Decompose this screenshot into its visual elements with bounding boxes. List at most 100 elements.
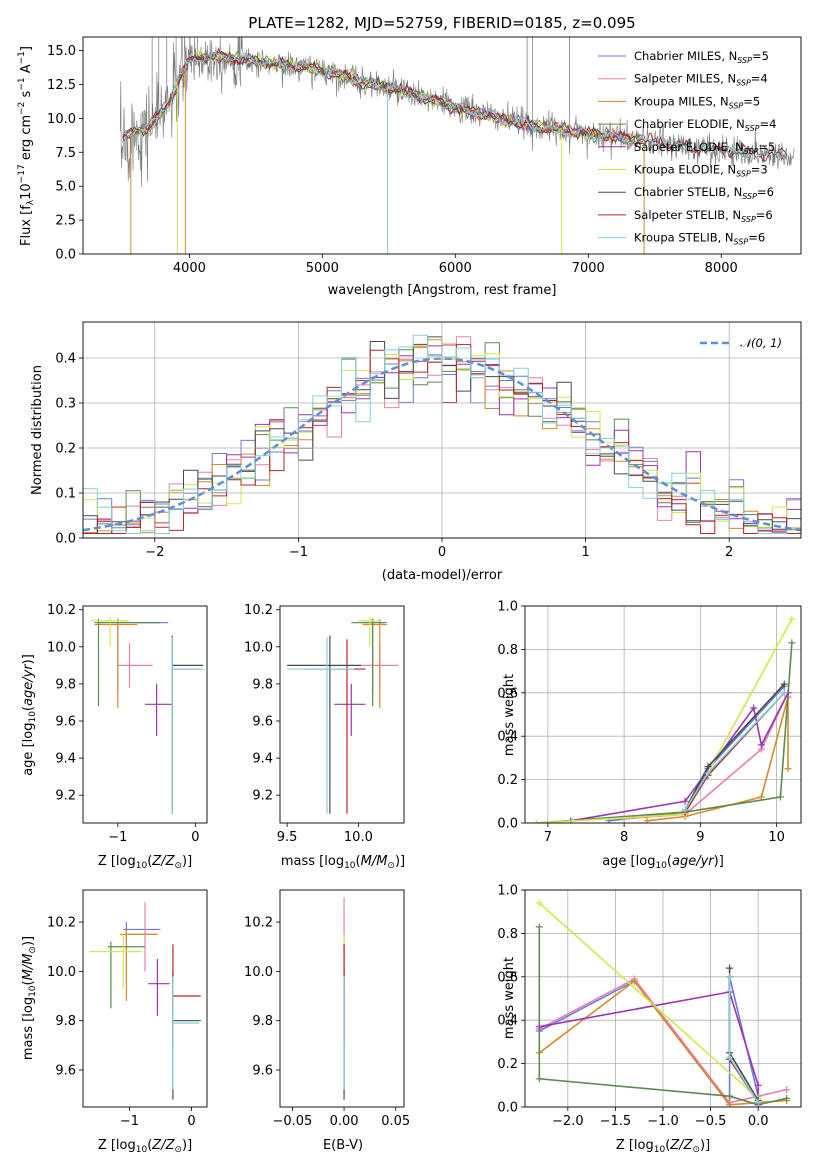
wage-y-tick-label: 0.4 xyxy=(497,730,518,745)
agem-axes: 9.5 10.0 9.2 9.4 9.6 9.8 10.0 10.2 xyxy=(244,603,373,845)
agem-y-tick-label: 9.4 xyxy=(252,752,273,767)
weight-marker xyxy=(704,763,712,771)
agez-y-tick-label: 10.2 xyxy=(47,603,76,618)
spectrum-y-label: Flux [fλ10−17 erg cm−2 s−1 A−1] xyxy=(17,46,36,246)
spectrum-panel: PLATE=1282, MJD=52759, FIBERID=0185, z=0… xyxy=(17,14,795,298)
weight-marker xyxy=(535,899,543,907)
massebv-y-tick-label: 9.6 xyxy=(252,1064,273,1079)
massebv-y-tick-label: 10.0 xyxy=(244,965,273,980)
agem-y-tick-label: 9.2 xyxy=(252,789,273,804)
wz-x-tick-label: −2.0 xyxy=(552,1114,584,1129)
spectrum-x-label: wavelength [Angstrom, rest frame] xyxy=(328,283,557,298)
wz-y-tick-label: 0.8 xyxy=(497,927,518,942)
wz-y-label: mass weight xyxy=(502,957,517,1039)
weight-marker xyxy=(754,1099,762,1107)
spectrum-x-tick-label: 4000 xyxy=(173,261,206,276)
weight-marker xyxy=(643,817,651,823)
weight-vs-age-panel: mass weight age [log10(age/yr)] xyxy=(502,674,724,871)
weight-series-line xyxy=(536,642,793,823)
spectrum-y-tick-label: 2.5 xyxy=(55,214,76,229)
residual-y-tick-label: 0.0 xyxy=(55,532,76,547)
agez-y-tick-label: 9.8 xyxy=(55,677,76,692)
weight-series-line xyxy=(538,902,759,1099)
residual-y-tick-label: 0.1 xyxy=(55,487,76,502)
wz-x-tick-label: 0.0 xyxy=(748,1114,769,1129)
weight-vs-metallicity-panel: mass weight Z [log10(Z/Z⊙)] xyxy=(502,957,710,1155)
agem-x-label: mass [log10(M/M⊙)] xyxy=(281,854,405,871)
wage-lines xyxy=(532,615,796,823)
spectrum-x-tick-label: 6000 xyxy=(439,261,472,276)
agez-frame xyxy=(82,605,208,824)
residual-x-tick-label: −2 xyxy=(145,545,164,560)
weight-marker xyxy=(726,973,734,981)
spectrum-y-tick-label: 0.0 xyxy=(55,248,76,263)
residual-x-tick-label: 2 xyxy=(725,545,733,560)
residual-x-tick-label: 1 xyxy=(581,545,589,560)
massebv-frame xyxy=(279,889,405,1108)
weight-marker xyxy=(783,1086,791,1094)
spectrum-y-tick-label: 5.0 xyxy=(55,180,76,195)
wz-lines xyxy=(535,899,791,1107)
wz-x-tick-label: −1.0 xyxy=(647,1114,679,1129)
massebv-x-label: E(B-V) xyxy=(323,1138,363,1153)
wage-x-tick-label: 10 xyxy=(768,830,785,845)
wz-x-tick-label: −0.5 xyxy=(695,1114,727,1129)
wz-y-tick-label: 0.6 xyxy=(497,970,518,985)
legend-label: Chabrier ELODIE, NSSP=4 xyxy=(634,117,776,133)
legend-label: Chabrier MILES, NSSP=5 xyxy=(634,49,769,65)
massebv-axes: −0.05 0.00 0.05 9.6 9.8 10.0 10.2 xyxy=(244,916,410,1129)
model-spectrum-line xyxy=(122,50,787,162)
massebv-x-tick-label: −0.05 xyxy=(272,1114,312,1129)
wz-x-label: Z [log10(Z/Z⊙)] xyxy=(616,1138,710,1155)
wz-y-tick-label: 0.2 xyxy=(497,1057,518,1072)
spectrum-lines xyxy=(119,37,795,254)
agem-x-tick-label: 10.0 xyxy=(344,830,373,845)
wz-x-tick-label: −1.5 xyxy=(600,1114,632,1129)
massebv-x-tick-label: 0.00 xyxy=(330,1114,359,1129)
wage-x-tick-label: 8 xyxy=(620,830,628,845)
weight-marker xyxy=(704,769,712,777)
weight-marker xyxy=(726,1101,734,1107)
spectrum-y-tick-label: 7.5 xyxy=(55,146,76,161)
spectrum-plot-area xyxy=(119,37,795,254)
legend-label: Salpeter MILES, NSSP=4 xyxy=(634,72,768,88)
residual-y-tick-label: 0.3 xyxy=(55,397,76,412)
massz-y-label: mass [log10(M/M⊙)] xyxy=(21,936,38,1060)
legend-gaussian-label: 𝒩(0, 1) xyxy=(740,336,782,350)
spectrum-title: PLATE=1282, MJD=52759, FIBERID=0185, z=0… xyxy=(248,14,635,32)
weight-marker xyxy=(726,964,734,972)
wage-x-tick-label: 7 xyxy=(544,830,552,845)
massz-x-tick-label: −1 xyxy=(120,1114,139,1129)
agez-y-label: age [log10(age/yr)] xyxy=(21,654,38,776)
massz-x-label: Z [log10(Z/Z⊙)] xyxy=(98,1138,192,1155)
weight-marker xyxy=(780,680,788,688)
massz-frame xyxy=(82,889,208,1108)
legend-label: Salpeter STELIB, NSSP=6 xyxy=(634,208,773,224)
residual-x-tick-label: 0 xyxy=(438,545,446,560)
agez-y-tick-label: 9.6 xyxy=(55,714,76,729)
weight-marker xyxy=(788,615,796,623)
weight-marker xyxy=(681,797,689,805)
massz-x-tick-label: 0 xyxy=(187,1114,195,1129)
spectrum-y-tick-label: 10.0 xyxy=(47,112,76,127)
agez-y-tick-label: 10.0 xyxy=(47,640,76,655)
residual-legend: 𝒩(0, 1) xyxy=(700,336,782,350)
legend-label: Salpeter ELODIE, NSSP=5 xyxy=(634,140,775,156)
wz-y-tick-label: 1.0 xyxy=(497,884,518,899)
residual-x-label: (data-model)/error xyxy=(382,568,503,583)
mass-vs-ebv-panel: E(B-V) xyxy=(323,1138,363,1153)
weight-marker xyxy=(750,704,758,712)
agem-x-tick-label: 9.5 xyxy=(277,830,298,845)
residual-y-tick-label: 0.4 xyxy=(55,352,76,367)
spectrum-x-tick-label: 7000 xyxy=(572,261,605,276)
wage-y-label: mass weight xyxy=(502,674,517,756)
spectrum-axes: 4000 5000 6000 7000 8000 0.0 2.5 5.0 7.5 10.0 12.5… xyxy=(47,44,738,276)
agem-y-tick-label: 10.2 xyxy=(244,603,273,618)
wz-frame xyxy=(524,889,802,1108)
residual-frame xyxy=(82,321,802,539)
weight-marker xyxy=(784,765,792,773)
wage-y-tick-label: 1.0 xyxy=(497,600,518,615)
wage-x-tick-label: 9 xyxy=(696,830,704,845)
agez-x-tick-label: 0 xyxy=(191,830,199,845)
